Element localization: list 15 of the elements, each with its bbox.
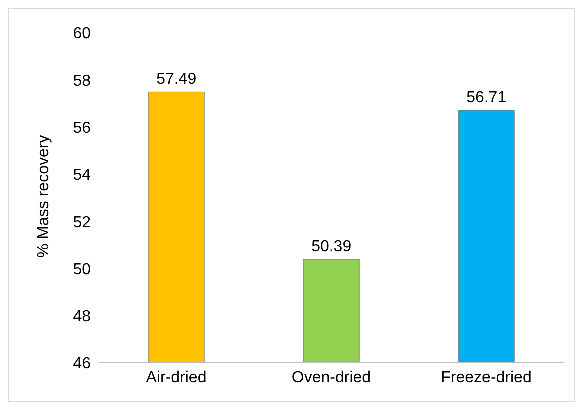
y-tick-label: 52: [73, 214, 92, 232]
y-tick-label: 54: [73, 167, 92, 184]
x-tick-label: Oven-dried: [292, 369, 372, 386]
x-tick-label: Air-dried: [146, 369, 207, 386]
y-tick-label: 58: [73, 72, 92, 90]
data-label: 56.71: [466, 90, 507, 107]
data-label: 50.39: [312, 238, 352, 256]
data-label: 57.49: [156, 71, 197, 88]
y-tick-label: 48: [73, 308, 92, 326]
y-tick-label: 50: [73, 261, 92, 278]
x-tick-label: Freeze-dried: [441, 369, 532, 386]
y-tick-label: 60: [73, 26, 92, 43]
y-axis-title: % Mass recovery: [36, 135, 53, 258]
y-tick-label: 56: [73, 120, 92, 137]
y-tick-label: 46: [73, 356, 92, 373]
